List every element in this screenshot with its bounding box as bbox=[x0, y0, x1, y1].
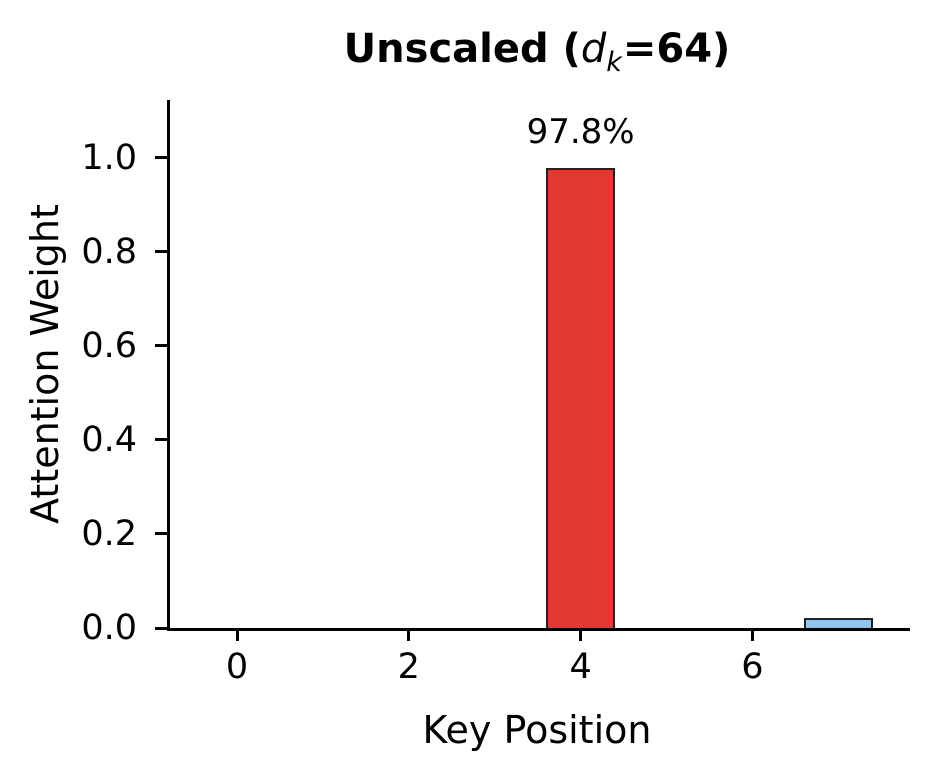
y-tick-label: 0.8 bbox=[81, 231, 137, 272]
y-tick-label: 0.0 bbox=[81, 608, 137, 648]
x-tick-label: 6 bbox=[741, 647, 764, 687]
x-axis-label: Key Position bbox=[422, 708, 652, 752]
y-tick-mark bbox=[155, 156, 167, 160]
title-suffix: =64) bbox=[622, 26, 731, 72]
y-tick-mark bbox=[155, 250, 167, 254]
x-tick-mark bbox=[750, 628, 754, 641]
bar-position-7 bbox=[803, 617, 873, 628]
x-tick-mark bbox=[235, 628, 239, 641]
title-math-var: d bbox=[580, 26, 607, 72]
x-tick-mark bbox=[579, 628, 583, 641]
y-tick-mark bbox=[155, 344, 167, 348]
x-tick-label: 2 bbox=[397, 647, 420, 687]
x-tick-label: 0 bbox=[225, 647, 249, 687]
y-tick-mark bbox=[155, 438, 167, 442]
bar-value-label: 97.8% bbox=[526, 112, 635, 153]
y-tick-mark bbox=[155, 532, 167, 536]
x-tick-mark bbox=[407, 628, 411, 641]
bar-position-4 bbox=[546, 168, 615, 628]
chart-title: Unscaled (dk=64) bbox=[167, 26, 907, 78]
y-tick-label: 0.6 bbox=[81, 325, 137, 366]
plot-area: 0 2 4 6 0.0 0.2 0.4 0.6 0.8 1.0 97.8% bbox=[81, 100, 910, 687]
title-prefix: Unscaled ( bbox=[343, 26, 581, 72]
y-tick-label: 0.4 bbox=[81, 419, 137, 460]
x-tick-label: 4 bbox=[569, 647, 592, 687]
title-math-subscript: k bbox=[606, 47, 622, 78]
y-tick-mark bbox=[155, 626, 167, 630]
y-tick-label: 1.0 bbox=[81, 137, 137, 178]
y-tick-label: 0.2 bbox=[81, 513, 137, 554]
